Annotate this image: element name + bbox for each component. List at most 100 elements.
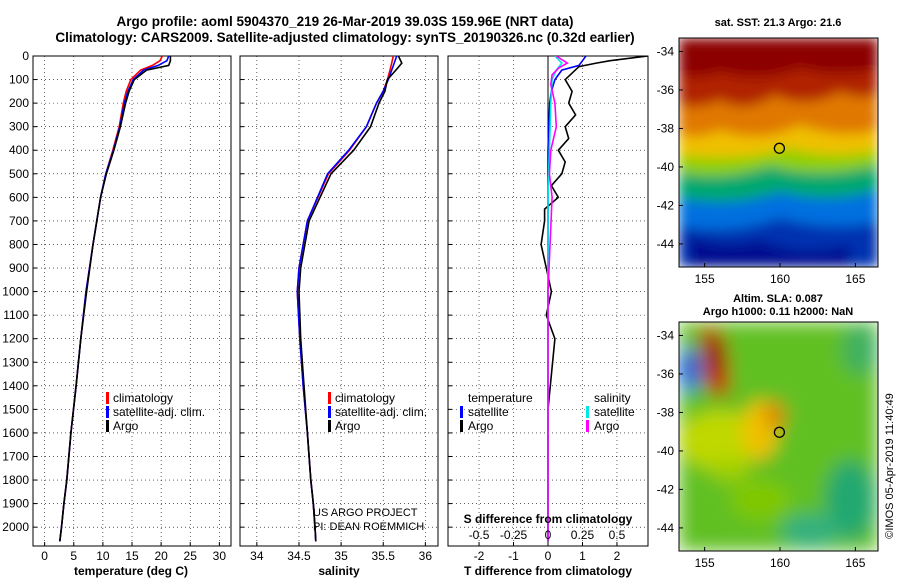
- salinity-legend: climatology satellite-adj. clim. Argo: [328, 391, 427, 433]
- legend-t-satellite-swatch: [460, 406, 463, 418]
- legend-climatology: climatology: [113, 391, 173, 405]
- series-line-satellite-adj-clim-: [296, 56, 398, 542]
- x-tick-label: 25: [184, 549, 198, 563]
- pi-credit: PI: DEAN ROEMMICH: [313, 521, 424, 533]
- sla-map-title-line2: Argo h1000: 0.11 h2000: NaN: [703, 306, 853, 318]
- depth-tick-label: 1900: [2, 497, 29, 511]
- x-tick-label: 15: [125, 549, 139, 563]
- legend-satellite-adj: satellite-adj. clim.: [113, 405, 205, 419]
- legend-t-argo-swatch: [460, 420, 463, 432]
- depth-tick-label: 0: [22, 49, 29, 63]
- s-tick-label: -0.25: [500, 528, 528, 542]
- x-tick-label: 35: [334, 549, 348, 563]
- x-tick-label: 36: [419, 549, 433, 563]
- depth-tick-label: 100: [9, 73, 29, 87]
- legend-temperature-heading: temperature: [468, 391, 533, 405]
- legend-argo: Argo: [335, 419, 361, 433]
- depth-tick-label: 600: [9, 190, 29, 204]
- lat-tick-label: -34: [657, 44, 675, 58]
- x-tick-label: 0: [545, 549, 552, 563]
- depth-tick-label: 200: [9, 96, 29, 110]
- depth-tick-label: 1400: [2, 379, 29, 393]
- series-line-argo: [298, 56, 403, 542]
- legend-climatology-swatch: [328, 392, 331, 404]
- legend-argo-swatch: [106, 420, 109, 432]
- lon-tick-label: 160: [770, 272, 790, 286]
- s-tick-label: -0.5: [469, 528, 490, 542]
- series-line-temperature-satellite: [547, 56, 587, 542]
- depth-tick-label: 1100: [3, 308, 29, 322]
- legend-s-satellite: satellite: [594, 405, 635, 419]
- legend-climatology: climatology: [335, 391, 395, 405]
- lat-tick-label: -38: [657, 121, 675, 135]
- series-line-climatology: [296, 56, 395, 542]
- series-line-temperature-argo: [540, 56, 648, 542]
- depth-tick-label: 400: [9, 143, 29, 157]
- lon-tick-label: 165: [845, 272, 865, 286]
- depth-tick-label: 900: [9, 261, 29, 275]
- s-tick-label: 0: [545, 528, 552, 542]
- legend-s-argo-swatch: [586, 420, 589, 432]
- lat-tick-label: -40: [657, 444, 675, 458]
- depth-tick-label: 1300: [2, 355, 29, 369]
- lon-tick-label: 155: [695, 272, 715, 286]
- depth-tick-label: 1700: [2, 449, 29, 463]
- float-position-marker: [773, 426, 786, 438]
- x-tick-label: -2: [474, 549, 485, 563]
- x-tick-label: 34: [250, 549, 264, 563]
- depth-tick-label: 300: [9, 120, 29, 134]
- x-tick-label: 2: [614, 549, 621, 563]
- x-tick-label: 20: [154, 549, 168, 563]
- s-tick-label: 0.5: [609, 528, 626, 542]
- sst-map: -34 -36 -38 -40 -42 -44 155 160 165: [657, 37, 879, 286]
- depth-tick-label: 1600: [2, 426, 29, 440]
- depth-tick-label: 1200: [2, 332, 29, 346]
- legend-argo: Argo: [113, 419, 139, 433]
- lat-tick-label: -38: [657, 405, 675, 419]
- sst-map-title: sat. SST: 21.3 Argo: 21.6: [715, 17, 842, 29]
- x-tick-label: 10: [96, 549, 110, 563]
- legend-s-argo: Argo: [594, 419, 620, 433]
- lon-tick-label: 155: [695, 556, 715, 570]
- salinity-panel: 34 34.5 35 35.5 36: [239, 55, 439, 563]
- salinity-axis-label: salinity: [318, 564, 360, 578]
- difference-legend: temperature satellite Argo salinity sate…: [460, 391, 635, 433]
- imos-credit: ©IMOS 05-Apr-2019 11:40:49: [884, 393, 896, 538]
- series-line-satellite-adj-clim-: [59, 56, 170, 542]
- legend-t-satellite: satellite: [468, 405, 509, 419]
- legend-satellite-adj: satellite-adj. clim.: [335, 405, 427, 419]
- s-difference-axis-label: S difference from climatology: [464, 512, 633, 526]
- legend-satellite-swatch: [106, 406, 109, 418]
- difference-panel: -2 -1 0 1 2 -0.5 -0.25 0 0.25 0.5: [447, 55, 649, 563]
- sla-map: -34 -36 -38 -40 -42 -44 155 160 165: [657, 321, 879, 570]
- lat-tick-label: -40: [657, 160, 675, 174]
- legend-s-satellite-swatch: [586, 406, 589, 418]
- lat-tick-label: -44: [657, 521, 675, 535]
- legend-t-argo: Argo: [468, 419, 494, 433]
- series-line-argo: [59, 56, 172, 542]
- t-difference-axis-label: T difference from climatology: [464, 564, 632, 578]
- lat-tick-label: -36: [657, 367, 675, 381]
- project-credit: US ARGO PROJECT: [313, 507, 418, 519]
- depth-axis: 0 100 200 300 400 500 600 700 800 900 1000 1100 1200…: [2, 49, 29, 534]
- legend-satellite-swatch: [328, 406, 331, 418]
- temperature-axis-label: temperature (deg C): [74, 564, 188, 578]
- depth-tick-label: 2000: [2, 520, 29, 534]
- depth-tick-label: 800: [9, 237, 29, 251]
- lon-tick-label: 165: [845, 556, 865, 570]
- x-tick-label: 0: [41, 549, 48, 563]
- depth-tick-label: 1000: [2, 285, 29, 299]
- x-tick-label: -1: [508, 549, 519, 563]
- x-tick-label: 30: [213, 549, 227, 563]
- figure-title-line1: Argo profile: aoml 5904370_219 26-Mar-20…: [117, 14, 574, 29]
- depth-tick-label: 1800: [2, 473, 29, 487]
- temperature-panel: 0 5 10 15 20 25 30: [32, 55, 232, 563]
- x-tick-label: 1: [579, 549, 586, 563]
- depth-tick-label: 1500: [2, 402, 29, 416]
- depth-tick-label: 500: [9, 167, 29, 181]
- float-position-marker: [773, 142, 786, 154]
- lat-tick-label: -42: [657, 482, 675, 496]
- x-tick-label: 34.5: [287, 549, 311, 563]
- lat-tick-label: -44: [657, 237, 675, 251]
